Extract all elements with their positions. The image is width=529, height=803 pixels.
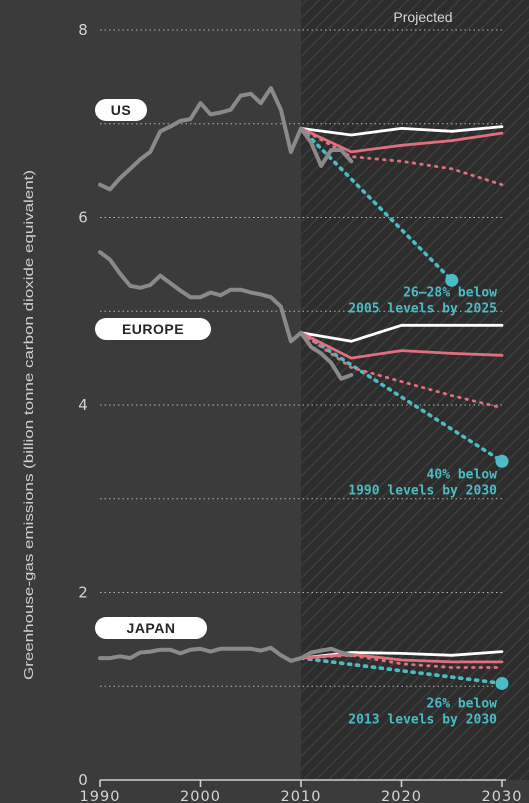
projection-line-white	[299, 125, 504, 137]
y-tick-label: 6	[78, 209, 88, 227]
axes-layer: 0 2 4 6 8 1990 2000 2010 2020 2030 Greenhouse-gas …	[21, 21, 523, 803]
region-label: EUROPE	[122, 321, 184, 337]
region-label: US	[111, 102, 131, 118]
target-annotation: 26–28% below	[403, 285, 497, 300]
y-tick-label: 2	[78, 584, 88, 602]
y-tick-label: 4	[78, 396, 88, 414]
projected-label: Projected	[393, 9, 452, 25]
target-annotation: 26% below	[427, 696, 498, 711]
y-tick-label: 0	[78, 771, 88, 789]
historical-line	[98, 645, 354, 663]
projection-line-pink-dotted	[299, 126, 504, 187]
projection-line-pink-dotted	[299, 331, 504, 410]
target-point	[445, 273, 459, 287]
target-line	[299, 330, 504, 464]
target-line	[299, 126, 454, 283]
target-annotation: 1990 levels by 2030	[348, 483, 497, 498]
x-tick-label: 2030	[482, 789, 523, 803]
historical-line	[98, 86, 354, 192]
target-annotation: 2013 levels by 2030	[348, 712, 497, 727]
projection-line-pink-solid	[299, 653, 504, 664]
x-tick-label: 2000	[180, 789, 221, 803]
y-tick-label: 8	[78, 21, 88, 39]
y-axis-title: Greenhouse-gas emissions (billion tonne …	[21, 170, 36, 680]
region-label-pill	[95, 617, 207, 639]
target-annotation: 40% below	[427, 467, 498, 482]
x-tick-label: 1990	[80, 789, 121, 803]
projection-line-white	[299, 323, 504, 343]
region-label-pill	[95, 99, 147, 121]
target-annotation: 2005 levels by 2025	[348, 301, 497, 316]
projection-line-pink-solid	[299, 331, 504, 360]
region-label-pill	[95, 318, 211, 340]
x-tick-label: 2020	[381, 789, 422, 803]
historical-line	[98, 250, 354, 381]
series-layer	[98, 86, 509, 690]
target-point	[495, 454, 509, 468]
target-point	[495, 676, 509, 690]
region-label: JAPAN	[127, 620, 176, 636]
projection-line-pink-solid	[299, 126, 504, 154]
x-tick-label: 2010	[281, 789, 322, 803]
target-line	[299, 656, 504, 686]
